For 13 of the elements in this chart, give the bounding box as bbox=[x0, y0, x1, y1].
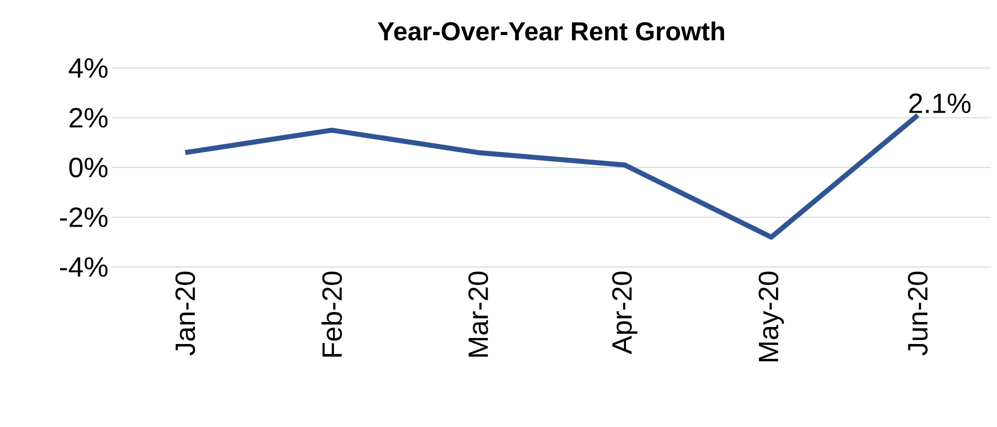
data-label: 2.1% bbox=[909, 93, 971, 114]
y-tick-label: 2% bbox=[70, 108, 108, 128]
y-tick-label: -2% bbox=[60, 207, 108, 228]
x-tick-label: May-20 bbox=[758, 272, 784, 362]
chart-title: Year-Over-Year Rent Growth bbox=[378, 21, 724, 40]
x-tick-label: Mar-20 bbox=[468, 272, 488, 357]
y-tick-label: 4% bbox=[68, 58, 108, 78]
y-tick-label: 0% bbox=[69, 158, 108, 178]
x-tick-label: Jun-20 bbox=[908, 272, 928, 356]
x-tick-label: Jan-20 bbox=[175, 272, 196, 356]
x-tick-label: Apr-20 bbox=[612, 272, 638, 354]
x-tick-label: Feb-20 bbox=[322, 272, 342, 357]
y-tick-label: -4% bbox=[60, 257, 108, 277]
